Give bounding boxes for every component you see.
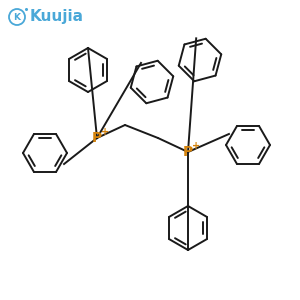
Text: +: + (192, 141, 200, 151)
Text: P: P (92, 131, 102, 145)
Text: P: P (183, 145, 193, 159)
Text: +: + (101, 127, 109, 137)
Text: K: K (14, 13, 20, 22)
Text: Kuujia: Kuujia (30, 10, 84, 25)
